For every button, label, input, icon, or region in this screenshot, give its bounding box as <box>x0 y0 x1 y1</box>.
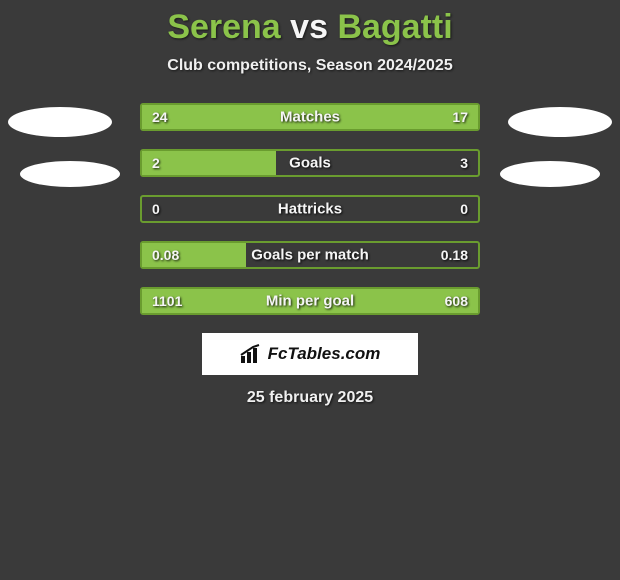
stat-label: Matches <box>280 109 340 126</box>
stat-row: 0 Hattricks 0 <box>140 195 480 223</box>
stat-value-right: 0 <box>460 201 468 217</box>
stat-value-right: 608 <box>445 293 468 309</box>
stat-label: Min per goal <box>266 293 354 310</box>
stat-fill-left <box>142 151 276 175</box>
stat-value-right: 0.18 <box>441 247 468 263</box>
stat-value-left: 0.08 <box>152 247 179 263</box>
avatar-placeholder-right-1 <box>508 107 612 137</box>
subtitle: Club competitions, Season 2024/2025 <box>0 57 620 75</box>
date-text: 25 february 2025 <box>0 389 620 407</box>
stat-value-left: 1101 <box>152 293 182 309</box>
stat-row: 24 Matches 17 <box>140 103 480 131</box>
brand-text: FcTables.com <box>268 344 381 364</box>
brand-badge: FcTables.com <box>202 333 418 375</box>
stat-row: 1101 Min per goal 608 <box>140 287 480 315</box>
stat-label: Hattricks <box>278 201 342 218</box>
page-title: Serena vs Bagatti <box>0 0 620 47</box>
stat-value-right: 3 <box>460 155 468 171</box>
stat-row: 0.08 Goals per match 0.18 <box>140 241 480 269</box>
avatar-placeholder-left-1 <box>8 107 112 137</box>
stat-value-left: 24 <box>152 109 168 125</box>
stat-label: Goals per match <box>251 247 369 264</box>
stat-value-left: 2 <box>152 155 160 171</box>
stat-value-right: 17 <box>452 109 468 125</box>
comparison-arena: 24 Matches 17 2 Goals 3 0 Hattricks 0 0.08 Goals p… <box>0 103 620 315</box>
stat-row: 2 Goals 3 <box>140 149 480 177</box>
player2-name: Bagatti <box>337 8 452 46</box>
avatar-placeholder-right-2 <box>500 161 600 187</box>
stat-value-left: 0 <box>152 201 160 217</box>
stat-label: Goals <box>289 155 331 172</box>
avatar-placeholder-left-2 <box>20 161 120 187</box>
brand-icon <box>240 344 262 364</box>
player1-name: Serena <box>167 8 280 46</box>
stat-bars: 24 Matches 17 2 Goals 3 0 Hattricks 0 0.08 Goals p… <box>140 103 480 315</box>
vs-text: vs <box>290 8 328 46</box>
